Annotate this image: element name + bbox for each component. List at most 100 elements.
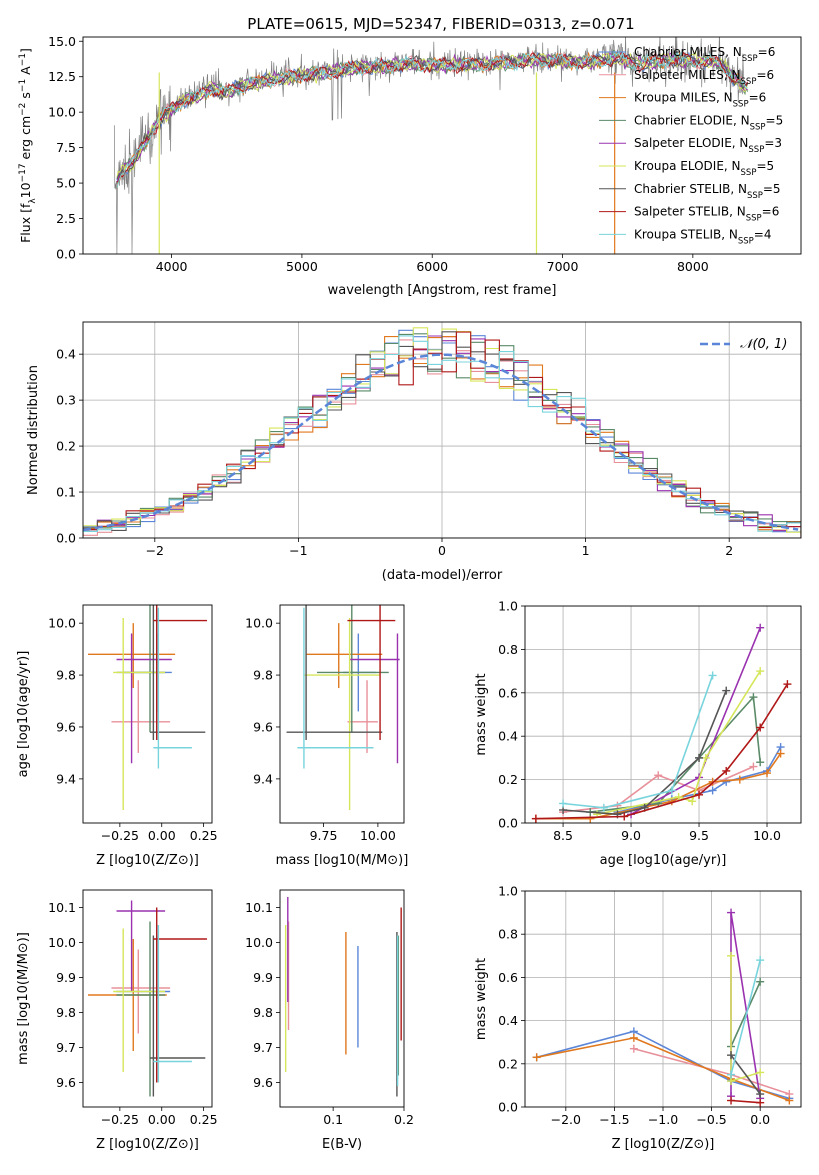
- marker-kroupa_miles: [785, 1096, 794, 1105]
- marker-salpeter_stelib: [722, 766, 731, 775]
- y-tick-label: 0.6: [498, 970, 518, 985]
- x-tick-label: 9.5: [689, 828, 709, 843]
- x-tick-label: −0.5: [696, 1112, 726, 1127]
- marker-kroupa_elodie: [727, 951, 736, 960]
- series-line-salpeter_stelib: [730, 1099, 761, 1104]
- x-tick-label: 2: [725, 543, 733, 558]
- y-axis-label: Flux [fλ10−17 erg cm−2 s−1 A−1]: [18, 48, 38, 243]
- plot-area: [88, 605, 207, 811]
- marker-chabrier_elodie: [756, 977, 765, 986]
- x-tick-label: 0.25: [190, 1112, 218, 1127]
- x-tick-label: −2: [146, 543, 164, 558]
- marker-kroupa_elodie: [688, 797, 697, 806]
- marker-kroupa_miles: [532, 1053, 541, 1062]
- panel-mass_weight_vs_z: −2.0 −1.5 −1.0 −0.5 0.0 0.0 0.2 0.4 0.6 0.8 1.0 Z […: [474, 884, 802, 1152]
- y-tick-label: 9.7: [56, 1040, 76, 1055]
- x-tick-label: 8.5: [553, 828, 573, 843]
- panel-mass_vs_z: −0.25 0.00 0.25 9.6 9.7 9.8 9.9 10.0 10.1 Z [log1…: [16, 889, 218, 1152]
- y-tick-label: 2.5: [56, 211, 76, 226]
- x-axis-label: (data-model)/error: [382, 568, 503, 583]
- y-tick-label: 0.4: [56, 347, 76, 362]
- x-tick-label: 0.2: [394, 1112, 414, 1127]
- y-tick-label: 0.2: [56, 439, 76, 454]
- legend-label: Salpeter STELIB, NSSP=6: [634, 205, 779, 224]
- x-axis-label: wavelength [Angstrom, rest frame]: [328, 283, 557, 298]
- model-line-kroupa_stelib: [116, 50, 748, 188]
- plot-area: [284, 897, 402, 1097]
- x-tick-label: 10.0: [753, 828, 781, 843]
- marker-salpeter_stelib: [531, 814, 540, 823]
- series-line-chabrier_stelib: [730, 1054, 761, 1095]
- series-line-salpeter_elodie: [730, 912, 761, 1099]
- y-tick-label: 12.5: [48, 69, 76, 84]
- y-tick-label: 0.1: [56, 485, 76, 500]
- x-tick-label: −1.0: [648, 1112, 678, 1127]
- marker-kroupa_miles: [776, 749, 785, 758]
- x-tick-label: 6000: [416, 259, 448, 274]
- y-tick-label: 10.0: [245, 935, 273, 950]
- y-tick-label: 0.3: [56, 393, 76, 408]
- x-axis-label: Z [log10(Z/Z⊙)]: [96, 853, 199, 868]
- y-tick-label: 9.7: [253, 1040, 273, 1055]
- marker-chabrier_elodie: [756, 758, 765, 767]
- y-tick-label: 0.0: [56, 531, 76, 546]
- x-tick-label: 0.25: [190, 828, 218, 843]
- x-tick-label: 0: [438, 543, 446, 558]
- axes-frame: [524, 605, 802, 824]
- series-line-chabrier_elodie: [730, 981, 761, 1047]
- y-tick-label: 9.8: [253, 668, 273, 683]
- plot-area: [113, 37, 749, 254]
- marker-salpeter_stelib: [756, 1098, 765, 1107]
- legend-label: Kroupa ELODIE, NSSP=5: [634, 159, 774, 178]
- y-axis-label: mass weight: [474, 673, 489, 755]
- marker-kroupa_stelib: [727, 1070, 736, 1079]
- y-tick-label: 10.1: [245, 900, 273, 915]
- y-tick-label: 9.8: [253, 1005, 273, 1020]
- series-line-kroupa_stelib: [563, 675, 714, 809]
- marker-salpeter_elodie: [727, 908, 736, 917]
- x-tick-label: 1: [582, 543, 590, 558]
- marker-kroupa_stelib: [756, 956, 765, 965]
- y-tick-label: 9.4: [253, 771, 273, 786]
- x-tick-label: −2.0: [551, 1112, 581, 1127]
- marker-salpeter_elodie: [756, 623, 765, 632]
- x-axis-label: E(B-V): [322, 1137, 362, 1152]
- y-tick-label: 0.4: [498, 729, 518, 744]
- y-tick-label: 1.0: [498, 599, 518, 614]
- x-tick-label: −0.25: [101, 828, 139, 843]
- y-axis-label: mass weight: [474, 958, 489, 1040]
- panel-spectrum: 4000 5000 6000 7000 8000 0.0 2.5 5.0 7.5 10.0 12.5…: [18, 34, 802, 298]
- marker-kroupa_stelib: [667, 786, 676, 795]
- legend-label: Chabrier STELIB, NSSP=5: [634, 182, 781, 201]
- y-tick-label: 9.6: [56, 1075, 76, 1090]
- y-tick-label: 0.0: [498, 1100, 518, 1115]
- marker-chabrier_miles: [708, 786, 717, 795]
- marker-kroupa_elodie: [674, 792, 683, 801]
- legend-label: 𝒩(0, 1): [740, 337, 787, 352]
- legend-label: Chabrier MILES, NSSP=6: [634, 45, 775, 64]
- histogram-salpeter_stelib: [83, 331, 801, 538]
- series-line-salpeter_stelib: [535, 683, 789, 820]
- marker-kroupa_stelib: [599, 803, 608, 812]
- panel-mass_vs_ebv: 0.1 0.2 9.6 9.7 9.8 9.9 10.0 10.1 E(B-V): [245, 889, 414, 1152]
- legend-label: Kroupa MILES, NSSP=6: [634, 91, 766, 110]
- y-tick-label: 9.6: [253, 719, 273, 734]
- marker-salpeter_stelib: [756, 723, 765, 732]
- panel-age_vs_mass: 9.75 10.00 9.4 9.6 9.8 10.0 mass [log10(M/M⊙)]: [245, 604, 408, 868]
- panel-residuals: −2 −1 0 1 2 0.0 0.1 0.2 0.3 0.4 𝒩(0, 1) (data-model…: [26, 321, 802, 583]
- plot-area: [286, 605, 400, 811]
- marker-salpeter_stelib: [727, 1096, 736, 1105]
- x-tick-label: −1: [289, 543, 307, 558]
- axes-frame: [82, 604, 213, 824]
- x-tick-label: 10.00: [360, 828, 396, 843]
- y-tick-label: 0.0: [498, 816, 518, 831]
- plot-area: [525, 606, 801, 823]
- y-tick-label: 9.6: [56, 719, 76, 734]
- axes-frame: [82, 321, 802, 539]
- x-tick-label: 7000: [547, 259, 579, 274]
- plot-area: [525, 891, 801, 1107]
- marker-kroupa_elodie: [756, 667, 765, 676]
- marker-salpeter_stelib: [695, 790, 704, 799]
- x-tick-label: −1.5: [599, 1112, 629, 1127]
